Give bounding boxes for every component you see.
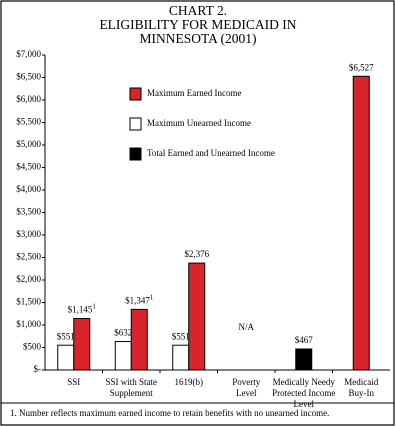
footnote: 1. Number reflects maximum earned income… [10,408,329,418]
y-tick-label: $5,000 [16,139,41,149]
bar [352,75,370,371]
chart-title: ELIGIBILITY FOR MEDICAID IN [99,17,296,32]
x-tick-label: 1619(b) [175,377,204,387]
y-tick-label: $2,500 [16,252,41,262]
y-tick-label: $2,000 [16,274,41,284]
value-label: $1,1451 [68,302,97,314]
value-label: $551 [172,331,190,341]
x-tick-label: Protected Income [272,388,335,398]
legend-swatch [129,147,142,161]
chart-title: CHART 2. [169,3,227,18]
value-label: $2,376 [184,249,209,259]
bar [57,344,75,371]
y-tick-label: $1,500 [16,297,41,307]
legend-label: Total Earned and Unearned Income [147,148,275,158]
y-tick-label: $3,000 [16,229,41,239]
chart-title: MINNESOTA (2001) [139,31,256,46]
x-tick-label: SSI with State [105,377,157,387]
bar [188,262,206,371]
bar [73,317,91,371]
legend-label: Maximum Unearned Income [147,118,251,128]
value-label: $632 [114,328,132,338]
x-tick-label: Medicaid [344,377,378,387]
y-tick-label: $- [34,364,42,374]
value-label: $467 [295,335,314,345]
y-tick-label: $4,500 [16,162,41,172]
legend-swatch [129,117,142,131]
x-tick-label: Level [294,399,315,409]
bar [114,341,132,371]
x-tick-label: Buy-In [349,388,375,398]
annotation: N/A [239,322,255,332]
x-tick-label: SSI [67,377,80,387]
note-mark: 1 [150,293,154,301]
y-tick-label: $1,000 [16,319,41,329]
bar [295,348,313,371]
y-tick-label: $7,000 [16,49,41,59]
legend-label: Maximum Earned Income [147,88,241,98]
x-tick-label: Level [236,388,257,398]
bar [130,308,148,371]
x-tick-label: Supplement [110,388,153,398]
y-tick-label: $500 [23,342,42,352]
x-tick-label: Poverty [232,377,260,387]
bar [172,344,190,371]
value-label: $551 [57,331,75,341]
x-tick-label: Medically Needy [273,377,336,387]
y-tick-label: $6,000 [16,94,41,104]
y-tick-label: $4,000 [16,184,41,194]
y-tick-label: $5,500 [16,117,41,127]
note-mark: 1 [92,302,96,310]
y-tick-label: $6,500 [16,72,41,82]
value-label: $1,3471 [125,293,154,305]
y-tick-label: $3,500 [16,207,41,217]
value-label: $6,527 [349,62,374,72]
legend-swatch [129,87,142,101]
